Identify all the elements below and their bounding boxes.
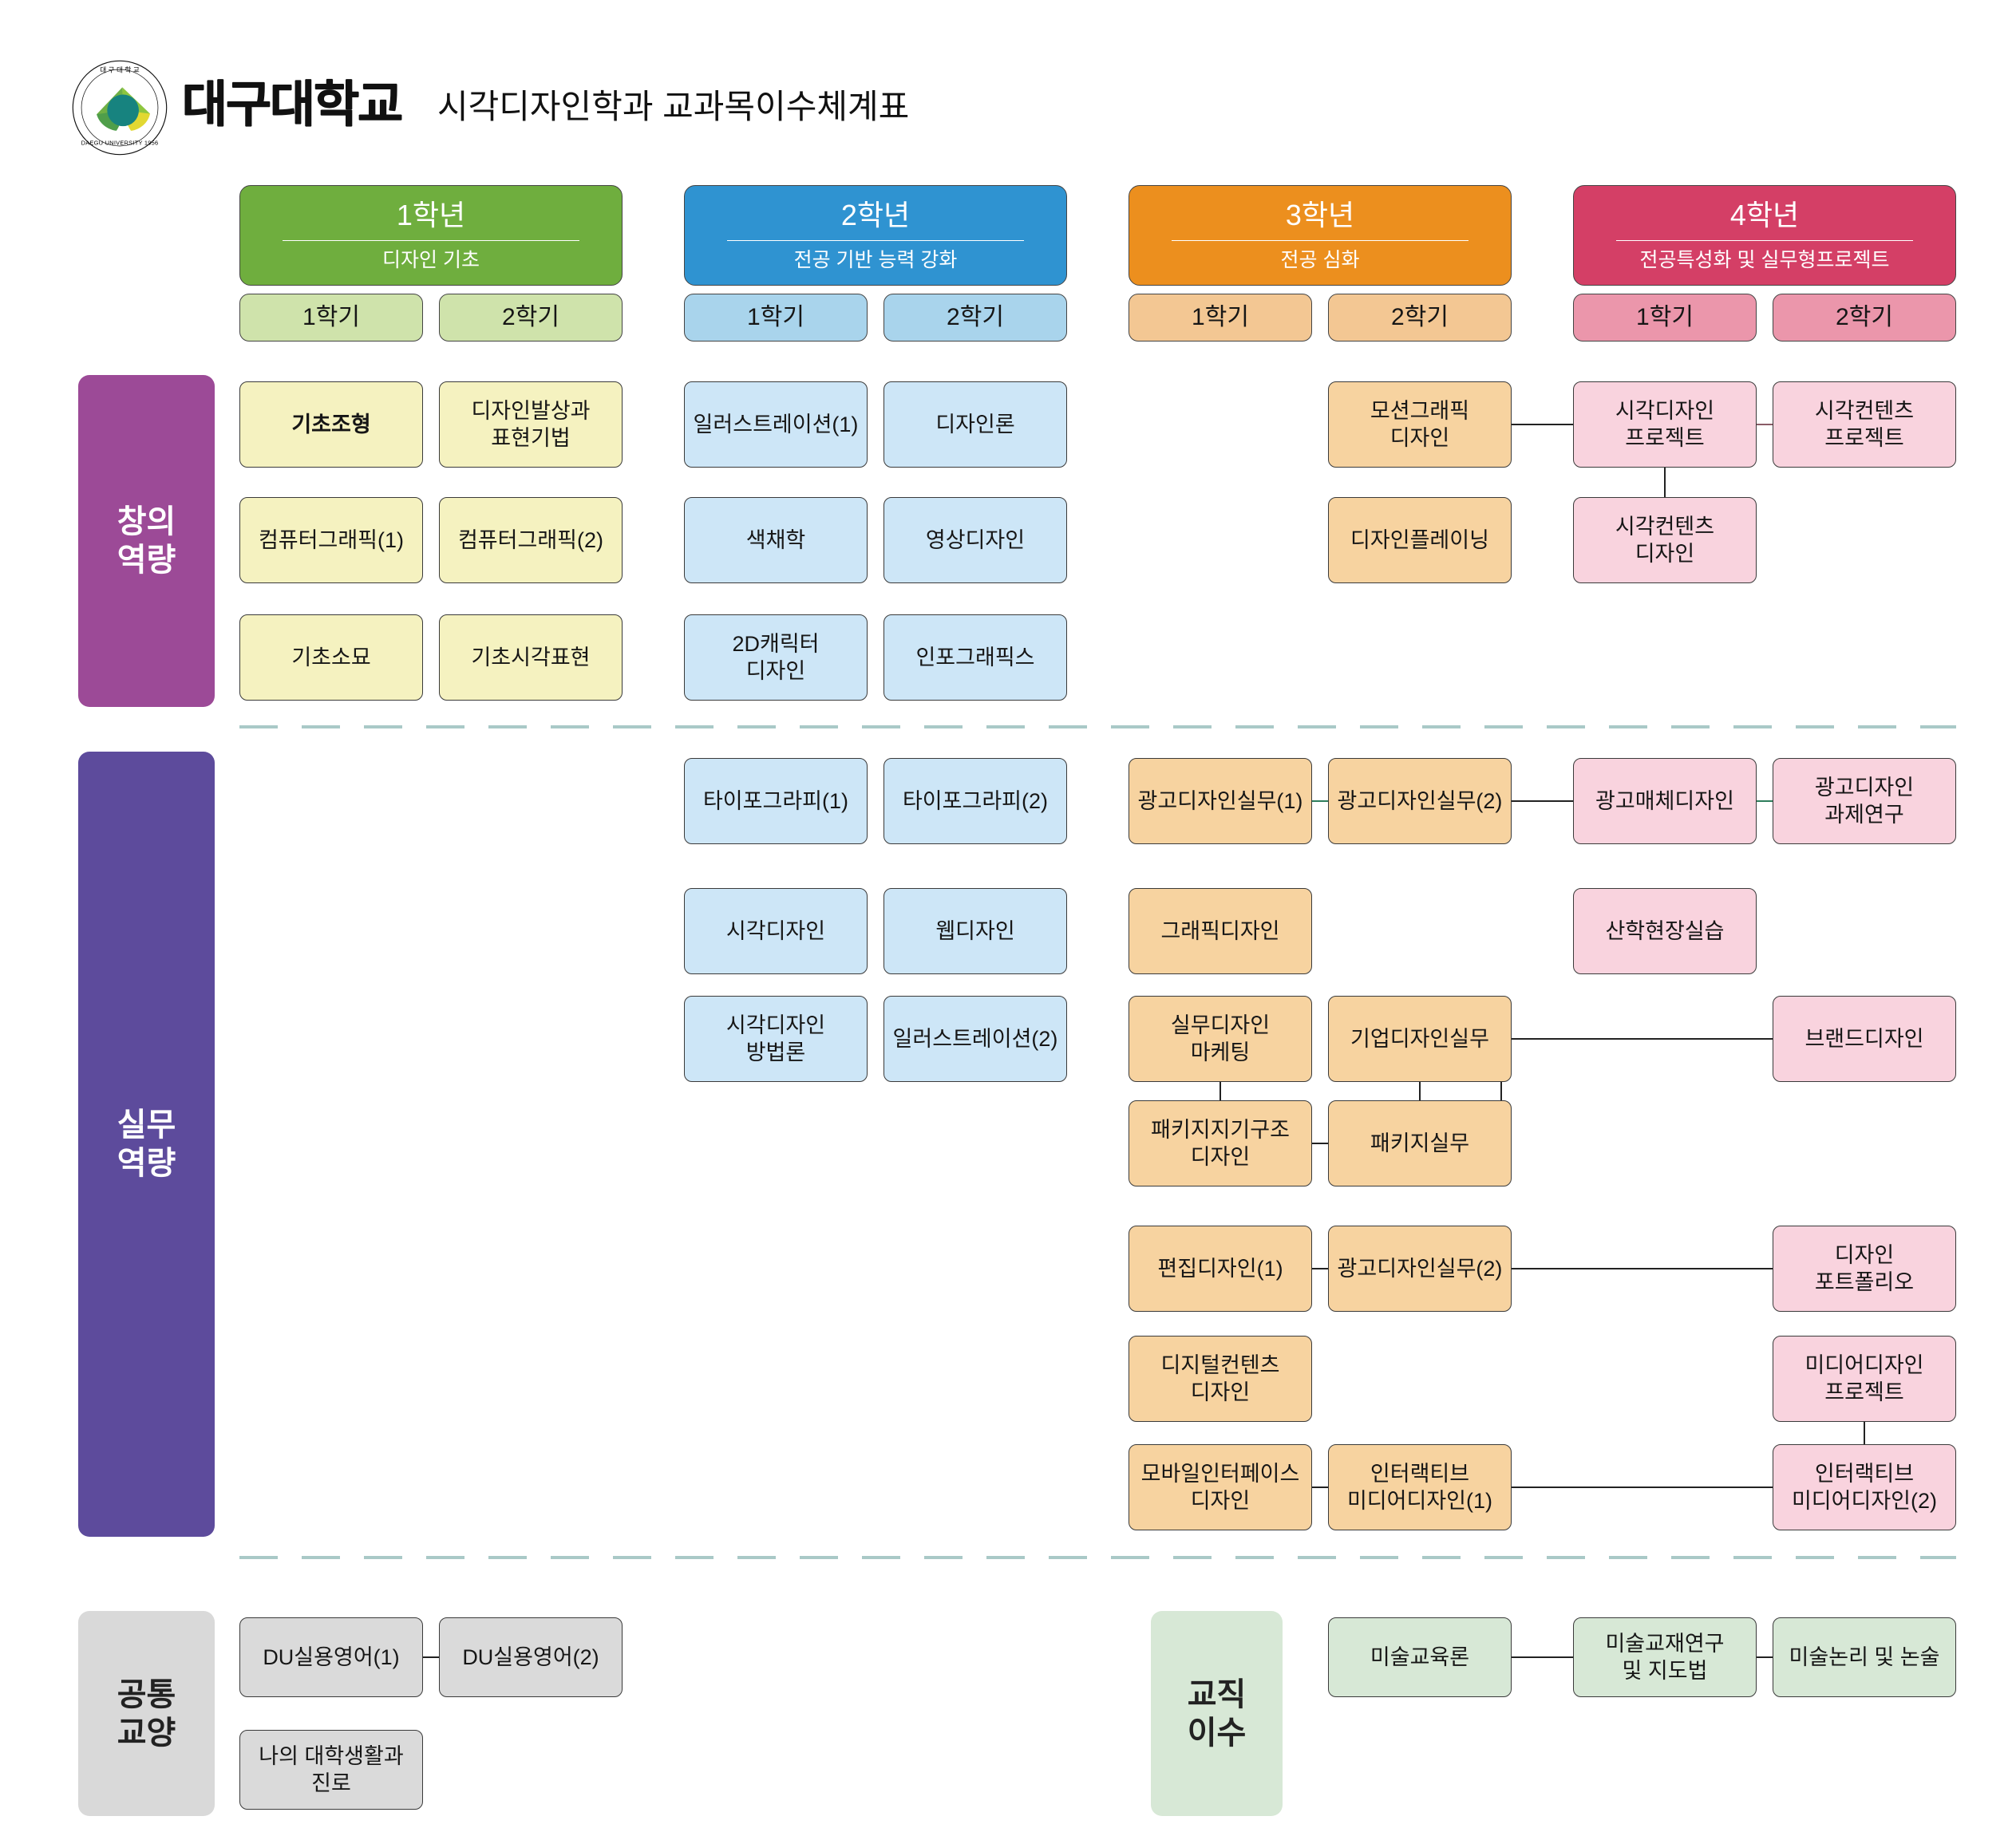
svg-text:대 구 대 학 교: 대 구 대 학 교 bbox=[100, 65, 140, 73]
svg-text:DAEGU UNIVERSITY 1956: DAEGU UNIVERSITY 1956 bbox=[81, 139, 159, 146]
